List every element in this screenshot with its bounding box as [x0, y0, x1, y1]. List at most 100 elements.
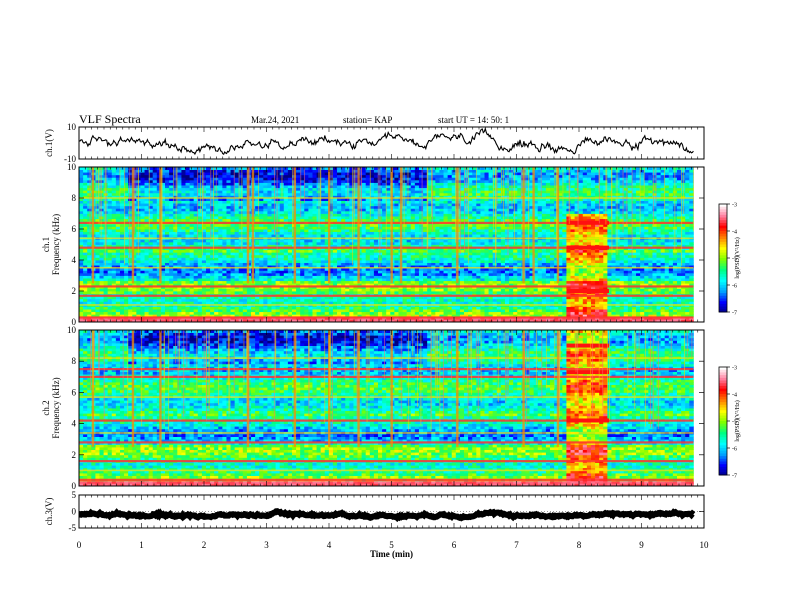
ch2-spectrogram-streak [408, 330, 410, 432]
ch1-spectrogram-streak [514, 167, 515, 245]
ch1-spectrogram-sferic [328, 167, 331, 284]
ch2-spectrogram-streak [127, 330, 129, 418]
ch1-spectrogram-streak [379, 167, 381, 267]
ch2-spectrogram-streak [417, 330, 419, 407]
ch1-spectrogram-streak [119, 167, 121, 203]
ch1-spectrogram-streak [653, 167, 655, 226]
ch1-spectrogram-streak [385, 167, 387, 248]
chart-title: VLF Spectra [79, 112, 141, 126]
ch1-spectrogram-sferic [91, 167, 95, 284]
ch1-spectrogram-streak [427, 167, 429, 249]
ch1-spectrogram-streak [606, 167, 608, 199]
ch1-spectrogram-streak [464, 167, 465, 253]
ch2-spectrogram-streak [324, 330, 326, 423]
ch1-spectrogram-streak [458, 167, 460, 240]
ch1-spectrogram-streak [540, 167, 542, 198]
ch1-spectrogram-streak [124, 167, 126, 265]
ch2-spectrogram-streak [436, 330, 438, 400]
ch1-spectrogram-streak [520, 167, 522, 200]
x-tick-label: 9 [639, 540, 644, 550]
ch1-spectrogram-ytick-label: 8 [72, 193, 77, 203]
ch3-waveform-ytick-label: 0 [72, 507, 77, 517]
ch2-spectrogram-streak [308, 330, 310, 361]
ch1-spectrogram-colorbar-tick: -3 [732, 203, 737, 209]
ch2-spectrogram-sferic [522, 330, 525, 447]
ch2-spectrogram-streak [274, 330, 276, 379]
ch2-spectrogram-streak [602, 330, 604, 411]
ch2-spectrogram-streak [652, 330, 654, 429]
ch1-spectrogram-streak [455, 167, 456, 243]
ch2-spectrogram-streak [477, 330, 479, 413]
ch2-spectrogram-streak [577, 330, 579, 399]
ch1-spectrogram-streak [249, 167, 251, 225]
ch2-spectrogram-streak [308, 330, 310, 416]
ch2-spectrogram-streak [354, 330, 355, 376]
ch2-spectrogram-streak [175, 330, 177, 364]
ch1-spectrogram-streak [568, 167, 570, 221]
ch1-spectrogram-band-weak [79, 266, 694, 269]
ch2-spectrogram-streak [196, 330, 198, 396]
ch2-spectrogram-streak [168, 330, 170, 431]
ch1-spectrogram-streak [622, 167, 624, 233]
ch2-spectrogram-band-weak [79, 396, 694, 398]
ch1-spectrogram-streak [133, 167, 135, 234]
ch1-waveform-panel [78, 126, 694, 156]
ch1-spectrogram-streak [407, 167, 409, 204]
ch2-spectrogram-streak [163, 330, 165, 379]
x-tick-label: 0 [77, 540, 82, 550]
ch1-spectrogram-streak [639, 167, 641, 235]
ch1-spectrogram-streak [598, 167, 600, 224]
ch1-spectrogram-streak [421, 167, 423, 248]
ch1-spectrogram-streak [318, 167, 320, 229]
ch2-spectrogram-colorbar-tick: -3 [732, 366, 737, 372]
ch2-spectrogram-streak [400, 330, 402, 418]
ch1-spectrogram-streak [197, 167, 199, 239]
ch1-spectrogram-burst-line [566, 245, 609, 250]
x-tick-label: 5 [389, 540, 394, 550]
ch2-spectrogram-ytick-label: 4 [72, 419, 77, 429]
ch1-spectrogram-streak [331, 167, 333, 219]
ch3-waveform-panel [78, 508, 696, 523]
ch1-spectrogram-band-strong [79, 246, 694, 249]
ch3-waveform-trace [78, 508, 696, 523]
ch2-spectrogram-streak [535, 330, 537, 385]
ch1-spectrogram-streak [403, 167, 405, 237]
ch2-spectrogram-sferic [131, 330, 135, 447]
ch2-spectrogram-streak [439, 330, 441, 431]
ch2-spectrogram-streak [451, 330, 452, 380]
ch1-spectrogram-streak [674, 167, 676, 254]
ch1-spectrogram-streak [175, 167, 177, 234]
ch2-spectrogram-colorbar [718, 366, 730, 476]
ch2-spectrogram-sferic [556, 330, 560, 447]
ch1-spectrogram-streak [98, 167, 100, 225]
ch2-spectrogram-streak [649, 330, 651, 428]
ch2-spectrogram-streak [607, 330, 608, 399]
ch2-spectrogram-streak [217, 330, 219, 405]
ch2-spectrogram-streak [203, 330, 205, 380]
ch1-spectrogram-ytick-label: 6 [72, 224, 77, 234]
ch2-spectrogram-streak [590, 330, 592, 418]
ch2-spectrogram-streak [103, 330, 105, 419]
ch1-spectrogram-streak [577, 167, 579, 231]
ch1-spectrogram-sferic [390, 167, 393, 284]
ch1-spectrogram-streak [276, 167, 278, 268]
ch2-spectrogram-colorbar-tick: -7 [732, 474, 737, 480]
ch2-spectrogram-colorbar-tick: -5 [732, 420, 737, 426]
ch2-spectrogram-streak [645, 330, 646, 427]
ch2-spectrogram-band-strong [79, 375, 694, 378]
ch2-spectrogram-streak [469, 330, 471, 375]
ch1-spectrogram-burst-line [566, 289, 609, 293]
ch1-waveform-ylabel: ch.1(V) [44, 129, 54, 157]
ch1-spectrogram-streak [556, 167, 557, 241]
ch1-spectrogram-streak [203, 167, 205, 204]
ch2-spectrogram-cells [79, 330, 694, 487]
ch1-spectrogram-sferic [357, 167, 360, 284]
ch2-spectrogram-band-strong [79, 441, 694, 444]
x-tick-label: 4 [327, 540, 332, 550]
ch1-spectrogram-streak [525, 167, 527, 193]
ch1-spectrogram-streak [503, 167, 505, 225]
ch1-spectrogram-streak [377, 167, 379, 224]
ch2-spectrogram-streak [420, 330, 422, 426]
ch2-spectrogram-streak [412, 330, 414, 356]
ch1-spectrogram-streak [355, 167, 357, 195]
